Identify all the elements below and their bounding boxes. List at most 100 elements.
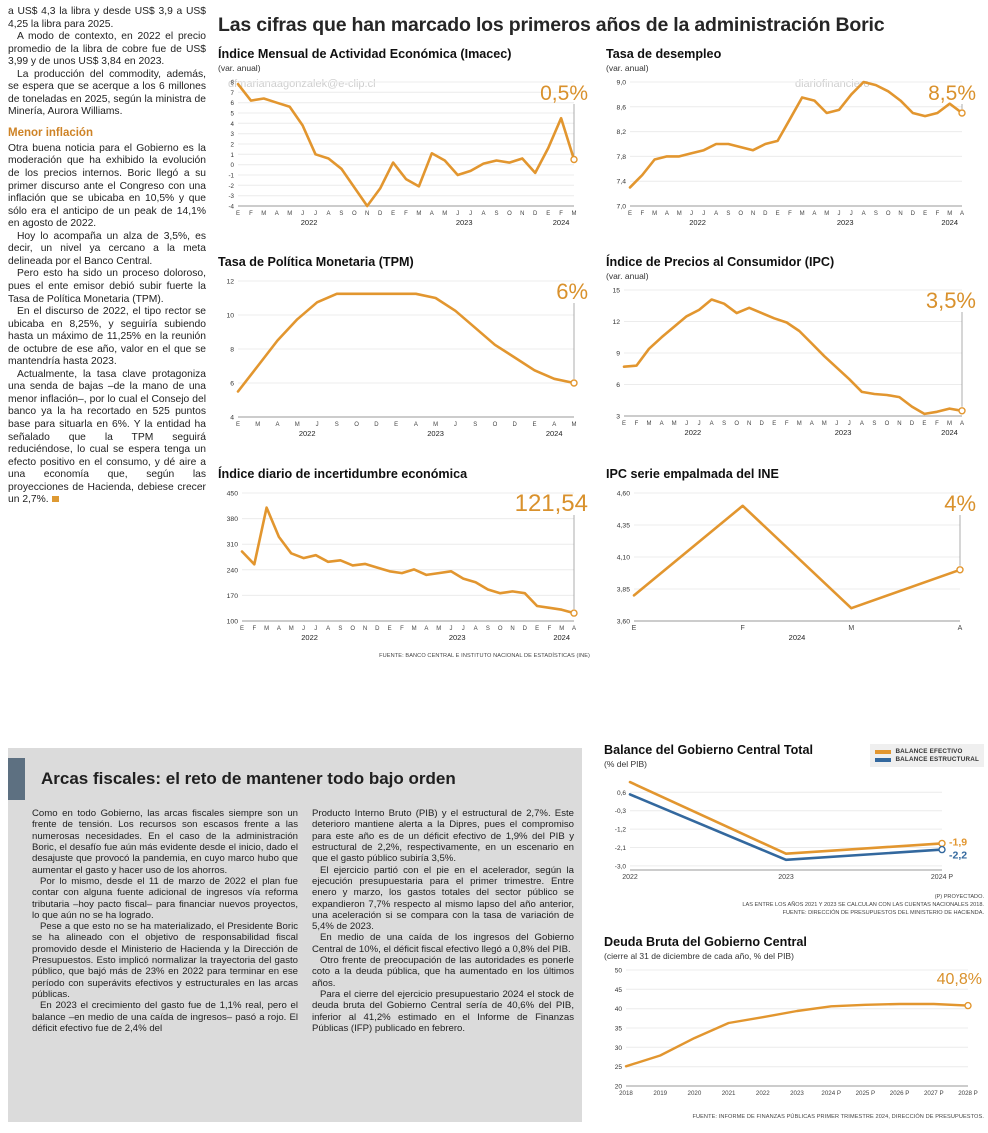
svg-text:O: O — [886, 211, 891, 217]
svg-text:E: E — [236, 422, 240, 428]
svg-text:E: E — [772, 421, 776, 427]
svg-text:M: M — [287, 211, 292, 217]
svg-text:J: J — [462, 626, 465, 632]
balance-svg: 0,6 -0,3 -1,2 -2,1 -3,0 2022 2023 2024 P -1,9-2,… — [615, 780, 967, 881]
svg-text:O: O — [507, 211, 512, 217]
chart-source: FUENTE: BANCO CENTRAL E INSTITUTO NACION… — [379, 652, 590, 659]
svg-text:N: N — [751, 211, 755, 217]
legend-swatch-estructural — [875, 757, 892, 762]
svg-text:7,4: 7,4 — [617, 179, 627, 186]
svg-text:A: A — [860, 421, 864, 427]
svg-text:-2,1: -2,1 — [615, 845, 627, 852]
svg-text:N: N — [510, 626, 514, 632]
svg-text:J: J — [690, 211, 693, 217]
svg-text:S: S — [494, 211, 498, 217]
svg-text:E: E — [622, 421, 626, 427]
svg-text:J: J — [702, 211, 705, 217]
svg-text:A: A — [958, 625, 963, 632]
svg-text:10: 10 — [226, 312, 234, 319]
svg-text:A: A — [430, 211, 434, 217]
chart-deuda: Deuda Bruta del Gobierno Central (cierre… — [604, 935, 984, 1120]
svg-text:M: M — [416, 211, 421, 217]
svg-text:F: F — [936, 211, 940, 217]
svg-text:D: D — [375, 626, 380, 632]
svg-text:2024: 2024 — [941, 428, 958, 437]
chart-title: Tasa de Política Monetaria (TPM) — [218, 255, 414, 269]
svg-text:M: M — [677, 211, 682, 217]
svg-text:240: 240 — [227, 567, 239, 574]
svg-text:S: S — [339, 211, 343, 217]
svg-text:M: M — [436, 626, 441, 632]
svg-text:M: M — [848, 625, 854, 632]
svg-text:2024: 2024 — [941, 218, 958, 227]
svg-text:E: E — [923, 211, 927, 217]
svg-text:F: F — [548, 626, 552, 632]
paragraph: En 2023 el crecimiento del gasto fue de … — [32, 1000, 298, 1034]
svg-text:A: A — [862, 211, 866, 217]
svg-text:4%: 4% — [944, 491, 976, 516]
desempleo-svg: 9,08,68,27,87,47,0E F M A M J J A S O N D E F M A M J J A S O… — [617, 79, 976, 227]
svg-text:3: 3 — [616, 413, 620, 420]
svg-text:E: E — [388, 626, 392, 632]
svg-text:F: F — [252, 626, 256, 632]
svg-text:N: N — [363, 626, 367, 632]
paragraph: LAS ENTRE LOS AÑOS 2021 Y 2023 SE CALCUL… — [742, 901, 984, 908]
svg-text:2023: 2023 — [778, 874, 794, 881]
svg-text:M: M — [822, 421, 827, 427]
svg-text:2023: 2023 — [837, 218, 854, 227]
imacec-plot: 8 7 6 5 4 3 2 1 0 -1 -2 -3 -4 E F M A M J J A S O N D E F M A M J J A S O N… — [218, 74, 590, 237]
svg-text:2023: 2023 — [835, 428, 852, 437]
svg-text:M: M — [947, 211, 952, 217]
svg-text:E: E — [532, 422, 536, 428]
svg-text:2024: 2024 — [789, 633, 806, 642]
paragraph: (P) PROYECTADO. — [934, 893, 984, 900]
fiscal-article-panel: Arcas fiscales: el reto de mantener todo… — [8, 748, 582, 1122]
svg-text:S: S — [486, 626, 490, 632]
svg-text:O: O — [350, 626, 355, 632]
svg-text:J: J — [302, 626, 305, 632]
svg-text:A: A — [960, 211, 964, 217]
svg-text:A: A — [326, 211, 330, 217]
svg-text:M: M — [559, 626, 564, 632]
fiscal-headline: Arcas fiscales: el reto de mantener todo… — [41, 769, 456, 788]
svg-text:6: 6 — [230, 380, 234, 387]
paragraph: Otro frente de preocupación de las autor… — [312, 955, 574, 989]
svg-text:D: D — [513, 422, 518, 428]
svg-text:N: N — [898, 211, 902, 217]
svg-text:2019: 2019 — [653, 1090, 667, 1097]
chart-balance: Balance del Gobierno Central Total BALAN… — [604, 743, 984, 917]
svg-text:S: S — [874, 211, 878, 217]
svg-text:E: E — [628, 211, 632, 217]
svg-text:M: M — [672, 421, 677, 427]
svg-text:2023: 2023 — [449, 633, 466, 642]
svg-text:M: M — [824, 211, 829, 217]
svg-text:2023: 2023 — [790, 1090, 804, 1097]
svg-text:40,8%: 40,8% — [937, 971, 982, 988]
svg-text:15: 15 — [612, 287, 620, 294]
svg-text:J: J — [456, 211, 459, 217]
svg-text:J: J — [314, 211, 317, 217]
fiscal-headline-row: Arcas fiscales: el reto de mantener todo… — [8, 758, 582, 800]
svg-text:4,10: 4,10 — [617, 554, 630, 561]
svg-text:A: A — [275, 211, 279, 217]
svg-text:E: E — [236, 211, 240, 217]
tpm-plot: 12 10 8 6 4 E M A M J S O D E A M J S O D E A M 2022 2023 2024 6% — [218, 271, 590, 448]
svg-text:2022: 2022 — [685, 428, 702, 437]
svg-text:M: M — [295, 422, 300, 428]
svg-text:F: F — [249, 211, 253, 217]
svg-text:4: 4 — [231, 121, 235, 128]
svg-text:M: M — [652, 211, 657, 217]
svg-text:A: A — [714, 211, 718, 217]
svg-text:J: J — [848, 421, 851, 427]
svg-text:25: 25 — [615, 1064, 623, 1071]
svg-text:F: F — [635, 421, 639, 427]
fiscal-column-2: Producto Interno Bruto (PIB) y el estruc… — [312, 808, 574, 1112]
chart-tpm: Tasa de Política Monetaria (TPM) 12 10 8 6 4… — [218, 255, 590, 448]
svg-text:0,6: 0,6 — [617, 790, 626, 797]
svg-text:A: A — [414, 422, 418, 428]
paragraph: Por lo mismo, desde el 11 de marzo de 20… — [32, 875, 298, 921]
svg-text:J: J — [685, 421, 688, 427]
svg-text:2021: 2021 — [722, 1090, 736, 1097]
